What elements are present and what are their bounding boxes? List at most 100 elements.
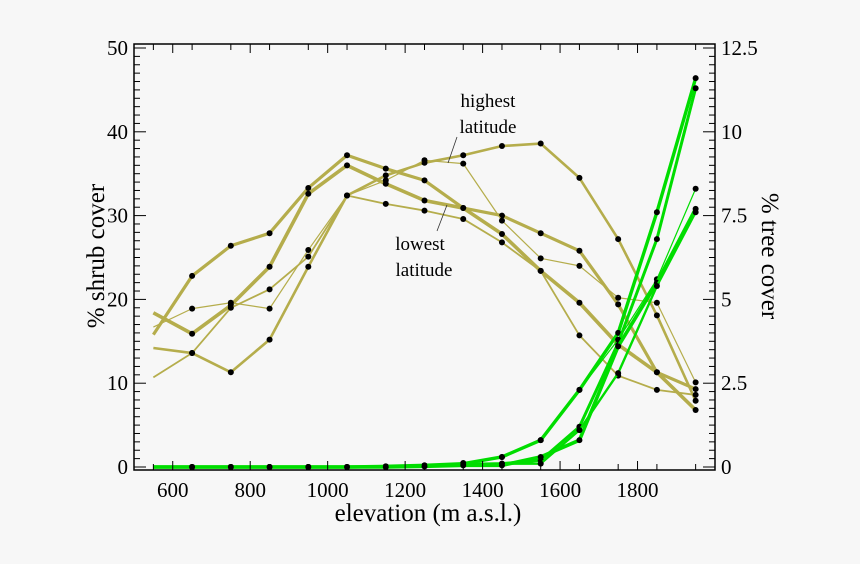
shrub-point — [576, 332, 583, 339]
shrub-point — [305, 263, 312, 270]
shrub-point — [382, 172, 389, 179]
shrub-point — [498, 212, 505, 219]
shrub-point — [576, 299, 583, 306]
annotation-highest-line2: latitude — [460, 117, 517, 138]
y-right-tick-label: 5 — [721, 287, 732, 311]
tree-point — [653, 282, 660, 289]
x-tick-label: 1600 — [539, 478, 581, 502]
shrub-point — [653, 386, 660, 393]
shrub-point — [498, 217, 505, 224]
tree-point — [692, 75, 699, 82]
shrub-point — [537, 230, 544, 237]
shrub-point — [653, 299, 660, 306]
x-tick-label: 1200 — [384, 478, 426, 502]
annotation-highest-latitude: highest latitude — [447, 91, 517, 164]
tree-point — [692, 209, 699, 216]
tree-point — [498, 453, 505, 460]
shrub-series-5 — [152, 192, 699, 398]
shrub-point — [189, 272, 196, 279]
x-tick-label: 600 — [157, 478, 189, 502]
shrub-point — [227, 299, 234, 306]
shrub-point — [692, 379, 699, 386]
shrub-point — [227, 369, 234, 376]
annotation-leader-highest — [447, 136, 458, 164]
x-tick-label: 800 — [234, 478, 266, 502]
shrub-point — [421, 177, 428, 184]
y-right-tick-label: 7.5 — [721, 204, 747, 228]
shrub-point — [344, 152, 351, 159]
tree-series-3 — [153, 185, 699, 470]
y-left-tick-label: 10 — [107, 371, 128, 395]
shrub-point — [266, 230, 273, 237]
tree-line — [153, 188, 697, 468]
shrub-point — [537, 267, 544, 274]
x-tick-label: 1000 — [307, 478, 349, 502]
shrub-point — [189, 350, 196, 357]
shrub-point — [692, 391, 699, 398]
shrub-point — [576, 262, 583, 269]
tree-point — [576, 386, 583, 393]
y-left-tick-label: 20 — [107, 287, 128, 311]
shrub-point — [576, 174, 583, 181]
shrub-point — [498, 143, 505, 150]
shrub-point — [576, 247, 583, 254]
shrub-point — [615, 301, 622, 308]
annotation-lowest-line1: lowest — [395, 234, 445, 255]
shrub-point — [305, 184, 312, 191]
shrub-point — [460, 215, 467, 222]
shrub-point — [692, 397, 699, 404]
shrub-series-4 — [153, 157, 699, 386]
shrub-point — [421, 207, 428, 214]
shrub-point — [382, 165, 389, 172]
annotation-highest-line1: highest — [461, 91, 517, 112]
y-left-axis-label: % shrub cover — [83, 183, 110, 328]
x-tick-label: 1400 — [462, 478, 504, 502]
shrub-point — [344, 192, 351, 199]
shrub-point — [382, 200, 389, 207]
x-axis-label: elevation (m a.s.l.) — [335, 500, 522, 527]
tree-point — [692, 185, 699, 192]
tree-point — [537, 437, 544, 444]
shrub-point — [653, 369, 660, 376]
shrub-point — [189, 305, 196, 312]
tree-point — [653, 236, 660, 243]
shrub-point — [421, 197, 428, 204]
shrub-point — [537, 255, 544, 262]
tree-point — [498, 460, 505, 467]
tree-point — [576, 437, 583, 444]
tree-point — [653, 209, 660, 216]
y-right-tick-label: 12.5 — [721, 36, 758, 60]
x-tick-label: 1800 — [617, 478, 659, 502]
tree-point — [576, 427, 583, 434]
shrub-point — [227, 304, 234, 311]
shrub-point — [189, 330, 196, 337]
shrub-point — [460, 152, 467, 159]
shrub-point — [498, 231, 505, 238]
shrub-point — [615, 294, 622, 301]
annotation-lowest-line2: latitude — [396, 260, 453, 281]
shrub-point — [460, 160, 467, 167]
shrub-point — [266, 286, 273, 293]
axes: 600 800 1000 1200 1400 1600 1800 0 10 20 30 40 50 0 2.… — [107, 36, 758, 502]
tree-point — [615, 343, 622, 350]
tree-point — [615, 329, 622, 336]
shrub-point — [421, 157, 428, 164]
tree-point — [692, 85, 699, 92]
shrub-point — [498, 239, 505, 246]
y-right-axis-label: % tree cover — [756, 193, 783, 320]
y-left-tick-label: 0 — [118, 455, 129, 479]
tree-point — [537, 453, 544, 460]
y-right-tick-label: 2.5 — [721, 371, 747, 395]
shrub-point — [653, 312, 660, 319]
shrub-point — [460, 205, 467, 212]
shrub-point — [305, 190, 312, 197]
shrub-point — [692, 407, 699, 414]
shrub-point — [266, 263, 273, 270]
shrub-point — [305, 253, 312, 260]
y-left-tick-label: 30 — [107, 204, 128, 228]
annotation-leader-lowest — [436, 204, 448, 232]
shrub-point — [227, 242, 234, 249]
y-right-tick-label: 0 — [721, 455, 732, 479]
